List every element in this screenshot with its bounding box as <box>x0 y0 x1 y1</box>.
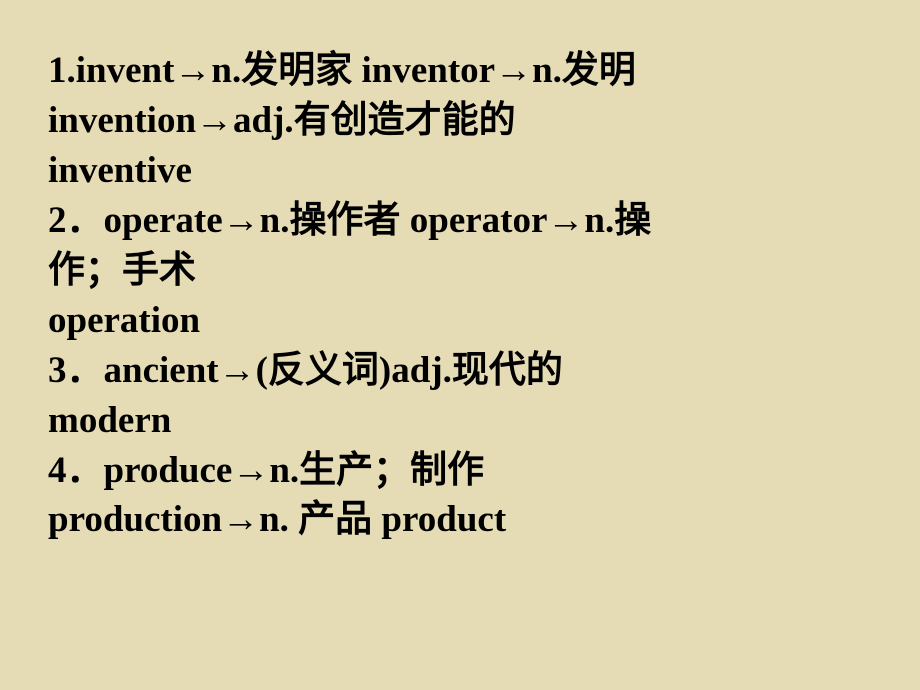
text-line-9: 4．produce→n.生产；制作 <box>48 446 880 496</box>
text-line-4: 2．operate→n.操作者 operator→n.操 <box>48 196 880 246</box>
text-line-2: invention→adj.有创造才能的 <box>48 96 880 146</box>
text-line-1: 1.invent→n.发明家 inventor→n.发明 <box>48 46 880 96</box>
text-line-8: modern <box>48 396 880 446</box>
text-line-5: 作；手术 <box>48 246 880 296</box>
text-line-6: operation <box>48 296 880 346</box>
text-line-10: production→n. 产品 product <box>48 495 880 545</box>
text-line-7: 3．ancient→(反义词)adj.现代的 <box>48 346 880 396</box>
text-line-3: inventive <box>48 146 880 196</box>
